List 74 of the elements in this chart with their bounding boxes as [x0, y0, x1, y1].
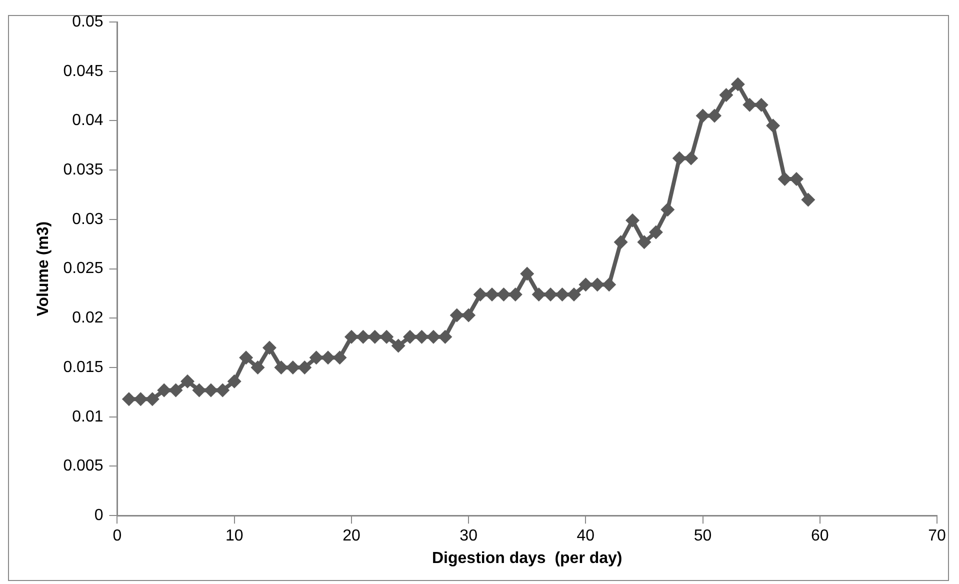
point — [134, 392, 148, 406]
point — [122, 392, 136, 406]
point — [309, 350, 324, 365]
point — [414, 330, 429, 344]
point — [602, 278, 616, 292]
point — [730, 77, 745, 92]
y-tick-label: 0.01 — [72, 408, 104, 426]
point — [180, 374, 195, 388]
point — [204, 383, 218, 398]
point — [356, 330, 370, 344]
y-axis-title: Volume (m3) — [35, 221, 52, 316]
point — [380, 330, 394, 344]
point — [321, 350, 336, 365]
point — [532, 287, 546, 302]
point — [473, 287, 488, 302]
point — [239, 350, 254, 365]
x-tick-label: 60 — [810, 528, 829, 545]
point — [426, 330, 440, 344]
point — [368, 330, 382, 344]
point — [719, 88, 734, 102]
y-tick-label: 0.005 — [63, 458, 104, 475]
point — [672, 151, 686, 166]
point — [450, 308, 464, 322]
point — [344, 330, 358, 344]
x-tick-label: 70 — [928, 528, 946, 545]
point — [403, 330, 418, 344]
point — [520, 266, 534, 281]
x-tick-label: 0 — [112, 528, 122, 545]
point — [168, 383, 183, 398]
point — [754, 98, 768, 112]
point — [555, 287, 570, 302]
x-tick-label: 50 — [694, 528, 712, 545]
point — [262, 340, 276, 355]
x-axis-title: Digestion days (per day) — [432, 550, 622, 567]
point — [766, 118, 780, 133]
point — [626, 213, 640, 228]
point — [778, 172, 792, 186]
point — [742, 98, 757, 112]
point — [462, 308, 476, 322]
point — [438, 330, 452, 344]
y-tick-label: 0.03 — [72, 210, 104, 228]
point — [157, 383, 172, 398]
y-tick-label: 0.035 — [63, 161, 104, 178]
y-tick-label: 0.045 — [63, 62, 104, 80]
point — [216, 383, 230, 398]
point — [250, 360, 265, 375]
y-tick-label: 0.02 — [72, 310, 104, 327]
point — [274, 360, 288, 375]
point — [590, 278, 604, 292]
point — [614, 235, 628, 250]
point — [496, 287, 511, 302]
point — [801, 192, 816, 207]
y-tick-label: 0 — [94, 507, 104, 524]
point — [660, 202, 675, 217]
point — [192, 383, 206, 398]
x-tick-label: 10 — [225, 528, 244, 545]
point — [684, 151, 698, 166]
x-tick-label: 20 — [342, 528, 360, 545]
point — [391, 338, 406, 353]
point — [696, 108, 710, 123]
y-tick-label: 0.025 — [63, 260, 104, 278]
y-tick-label: 0.015 — [63, 358, 104, 376]
point — [637, 235, 652, 250]
y-tick-label: 0.05 — [72, 13, 104, 30]
x-tick-label: 40 — [576, 528, 595, 545]
y-tick-label: 0.04 — [72, 112, 104, 130]
point — [227, 374, 242, 388]
point — [145, 392, 160, 406]
point — [578, 278, 593, 292]
x-tick-label: 30 — [460, 528, 478, 545]
point — [707, 108, 722, 123]
point — [298, 360, 312, 375]
point — [332, 350, 347, 365]
point — [648, 225, 663, 240]
